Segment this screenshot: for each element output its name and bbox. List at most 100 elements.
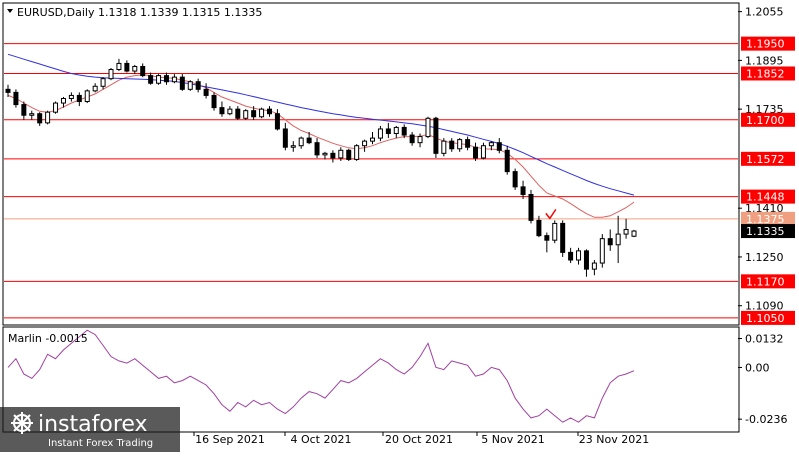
price-tick-label: 1.1250 [745,251,784,264]
candle-body-down [346,149,352,160]
candle-body-up [488,142,494,147]
candle [163,72,169,85]
level-label-1.1700-bg [741,112,795,127]
candle-body-down [607,238,613,246]
level-label-1.1852: 1.1852 [746,67,785,80]
candle-body-down [314,142,320,156]
candle [457,138,463,152]
candle [417,133,423,148]
candle [362,139,368,152]
marlin-oscillator [7,329,635,423]
candle [187,80,193,91]
candle-body-up [425,117,431,138]
instaforex-logo-icon [11,412,33,434]
candle-body-up [623,229,629,235]
candle [100,77,106,90]
candle [37,112,43,126]
level-label-1.1950-bg [741,36,795,51]
candle [21,101,27,120]
candle-body-up [171,76,177,83]
candle-body-down [163,75,169,83]
candle [496,138,502,154]
candle [148,72,154,85]
oscillator-axis: 0.0132 0.00 -0.0236 [738,333,787,426]
candle-body-down [560,222,566,253]
candle-body-up [92,85,98,92]
level-label-1.1448: 1.1448 [746,191,785,204]
oscillator-tick-label: 0.00 [745,361,770,374]
candle-body-up [631,230,637,237]
candle-body-up [227,108,233,115]
candle [156,74,162,85]
candle [536,215,542,238]
candle-body-up [259,108,265,118]
candle [354,144,360,161]
time-axis: 16 Sep 2021 4 Oct 2021 20 Oct 2021 5 Nov 20… [193,432,649,446]
price-axis: 1.20551.18951.17351.14101.12501.10901.19… [738,6,795,325]
candle [615,215,621,264]
candle [314,138,320,158]
candle [60,96,66,108]
indicator-pane-frame [2,326,740,433]
symbol-header: EURUSD,Daily 1.1318 1.1339 1.1315 1.1335 [17,6,262,19]
candle [140,63,146,78]
candle [623,218,629,239]
candle-body-up [457,139,463,150]
candle-body-up [187,81,193,90]
candle [203,83,209,99]
candle-body-up [100,78,106,87]
time-tick-label: 4 Oct 2021 [290,433,351,446]
candles [5,58,637,277]
time-tick-label: 5 Nov 2021 [481,433,544,446]
candle-body-down [21,104,27,116]
candle-body-up [480,145,486,159]
candle [385,122,391,139]
candle [84,89,90,104]
candle-body-down [465,139,471,148]
candle [583,249,589,277]
price-tick-label: 1.1090 [745,300,784,313]
candle-body-down [203,88,209,96]
candle-body-up [338,149,344,159]
candle-body-down [401,126,407,136]
candle-body-down [520,186,526,195]
candle-body-down [473,146,479,159]
candle-body-down [219,107,225,115]
candle [266,106,272,117]
candle [338,147,344,161]
candle-body-down [496,142,502,151]
time-tick-label: 20 Oct 2021 [385,433,453,446]
candle-body-up [116,62,122,71]
candle [298,136,304,149]
candle [599,234,605,268]
candle [195,78,201,93]
candle-body-down [124,62,130,72]
candle-body-down [282,128,288,148]
candle [449,138,455,152]
candle-body-down [37,113,43,124]
candle [108,68,114,81]
candle-body-down [409,134,415,144]
candle-body-down [330,152,336,159]
price-tick-label: 1.2055 [745,6,784,19]
candle-body-up [29,113,35,116]
candle [92,83,98,93]
candle-body-up [576,250,582,261]
candle-body-down [385,128,391,135]
candle-body-down [211,94,217,109]
dropdown-triangle-icon[interactable] [7,9,13,13]
candle-body-up [393,126,399,135]
candle-body-up [53,102,59,113]
candle [346,148,352,161]
candle-body-down [536,219,542,237]
candle [504,145,510,175]
oscillator-tick-label: -0.0236 [745,413,787,426]
candle [528,189,534,224]
logo-brand: instaforex [38,412,148,437]
candle-body-down [140,65,146,77]
candle-body-up [290,145,296,148]
level-label-1.1448-bg [741,189,795,204]
candle [5,84,11,97]
candle [631,229,637,238]
